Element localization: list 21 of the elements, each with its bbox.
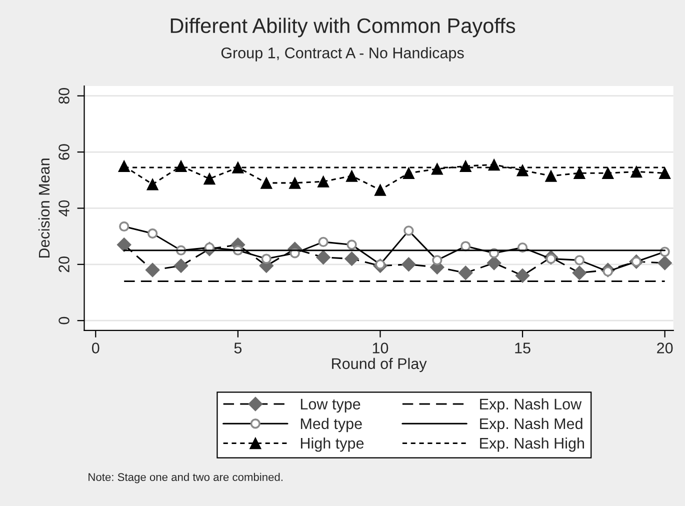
text: Note: Stage one and two are combined. bbox=[88, 472, 282, 484]
y-tick-label: 80 bbox=[58, 88, 70, 104]
x-tick-label: 10 bbox=[372, 342, 388, 354]
y-tick-label: 20 bbox=[58, 256, 70, 272]
y-tick-label: 0 bbox=[58, 316, 70, 324]
y-tick-label: 60 bbox=[58, 144, 70, 160]
x-axis-title: Round of Play bbox=[332, 358, 427, 372]
chart-subtitle: Group 1, Contract A - No Handicaps bbox=[221, 47, 464, 62]
legend-label: Med type bbox=[300, 418, 362, 432]
chart-title: Different Ability with Common Payoffs bbox=[170, 18, 516, 38]
x-tick-label: 5 bbox=[234, 342, 242, 354]
legend-label: Exp. Nash Low bbox=[480, 398, 582, 413]
legend-label: Exp. Nash High bbox=[480, 437, 584, 452]
x-tick-label: 0 bbox=[92, 342, 100, 354]
legend-label: Low type bbox=[300, 398, 360, 413]
y-axis-title: Decision Mean bbox=[38, 158, 50, 258]
legend-label: Exp. Nash Med bbox=[480, 418, 582, 432]
y-tick-label: 40 bbox=[58, 200, 70, 216]
x-tick-label: 15 bbox=[515, 342, 530, 354]
x-tick-label: 20 bbox=[657, 342, 673, 354]
legend-label: High type bbox=[300, 437, 364, 452]
